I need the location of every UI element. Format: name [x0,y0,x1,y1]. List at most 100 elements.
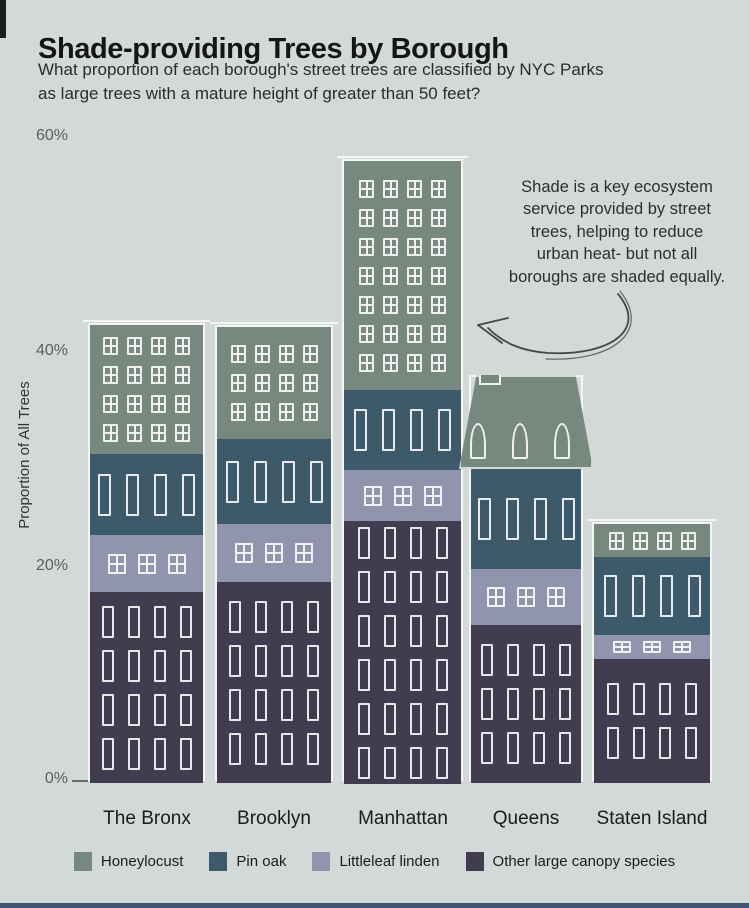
window-icon [409,570,422,603]
window-icon [357,702,370,735]
chimney-icon [479,375,501,385]
window-icon [685,727,697,759]
window-icon [255,644,267,677]
segment-pin-oak [344,390,461,470]
queens-roof [459,375,593,469]
bar-the-bronx [83,320,210,783]
window-icon [656,531,672,550]
window-icon [103,366,118,384]
window-icon [507,732,519,764]
window-icon [137,553,156,574]
window-icon [533,688,545,720]
window-icon [407,266,422,285]
window-icon [383,266,398,285]
legend-item-other-species: Other large canopy species [465,852,675,871]
window-icon [407,324,422,343]
window-icon [357,658,370,691]
window-icon [409,702,422,735]
segment-littleleaf-linden [344,470,461,521]
window-icon [179,693,192,726]
y-tick-40: 40% [35,342,68,359]
window-icon [255,688,267,721]
window-icon [357,614,370,647]
window-icon [154,473,167,516]
window-icon [254,403,270,421]
window-icon [407,179,422,198]
window-icon [659,575,673,617]
honeylocust-swatch-icon [73,852,92,871]
window-icon [423,485,442,506]
window-icon [407,295,422,314]
window-icon [229,600,241,633]
window-icon [357,526,370,559]
window-icon [357,570,370,603]
window-icon [127,337,142,355]
window-icon [103,395,118,413]
window-icon [613,641,631,653]
window-icon [179,649,192,682]
window-icon [383,295,398,314]
window-icon [383,353,398,372]
window-icon [673,641,691,653]
window-icon [101,737,114,770]
window-icon [153,693,166,726]
window-icon [167,553,186,574]
window-icon [603,575,617,617]
y-tick-0: 0% [44,770,68,787]
x-label-the-bronx: The Bronx [103,808,191,829]
legend: Honeylocust Pin oak Littleleaf linden Ot… [0,852,749,871]
window-icon [533,644,545,676]
window-icon [393,485,412,506]
window-icon [633,683,645,715]
page-subtitle: What proportion of each borough's street… [38,58,603,106]
window-icon [359,353,374,372]
window-icon [230,403,246,421]
window-icon [182,473,195,516]
window-icon [680,531,696,550]
legend-item-littleleaf-linden: Littleleaf linden [312,852,440,871]
window-icon [175,337,190,355]
window-icon [307,732,319,765]
window-icon [507,644,519,676]
x-label-staten-island: Staten Island [596,808,708,829]
window-icon [410,409,423,451]
window-icon [559,688,571,720]
segment-honeylocust [594,524,710,557]
window-icon [307,644,319,677]
window-icon [101,605,114,638]
page-title: Shade-providing Trees by Borough [38,33,509,66]
window-icon [359,324,374,343]
subtitle-line-1: What proportion of each borough's street… [38,60,604,79]
window-icon [481,644,493,676]
window-icon [151,337,166,355]
window-icon [126,473,139,516]
window-icon [409,526,422,559]
window-icon [608,531,624,550]
segment-other-large-canopy-species [90,592,203,783]
bar-staten-island [587,519,717,783]
window-icon [533,498,547,540]
window-icon [477,498,491,540]
window-icon [255,600,267,633]
segment-other-large-canopy-species [217,582,331,783]
window-icon [659,683,671,715]
window-icon [302,345,318,363]
window-icon [507,688,519,720]
subtitle-line-2: as large trees with a mature height of g… [38,84,481,104]
window-icon [383,570,396,603]
window-icon [383,746,396,779]
window-icon [435,526,448,559]
window-icon [407,237,422,256]
window-icon [505,498,519,540]
window-icon [281,600,293,633]
window-icon [533,732,545,764]
window-icon [281,688,293,721]
window-icon [517,587,535,607]
window-icon [685,683,697,715]
window-icon [438,409,451,451]
corner-mark [0,0,6,38]
bar-manhattan [337,156,468,784]
window-icon [127,366,142,384]
bottom-accent-bar [0,903,749,908]
